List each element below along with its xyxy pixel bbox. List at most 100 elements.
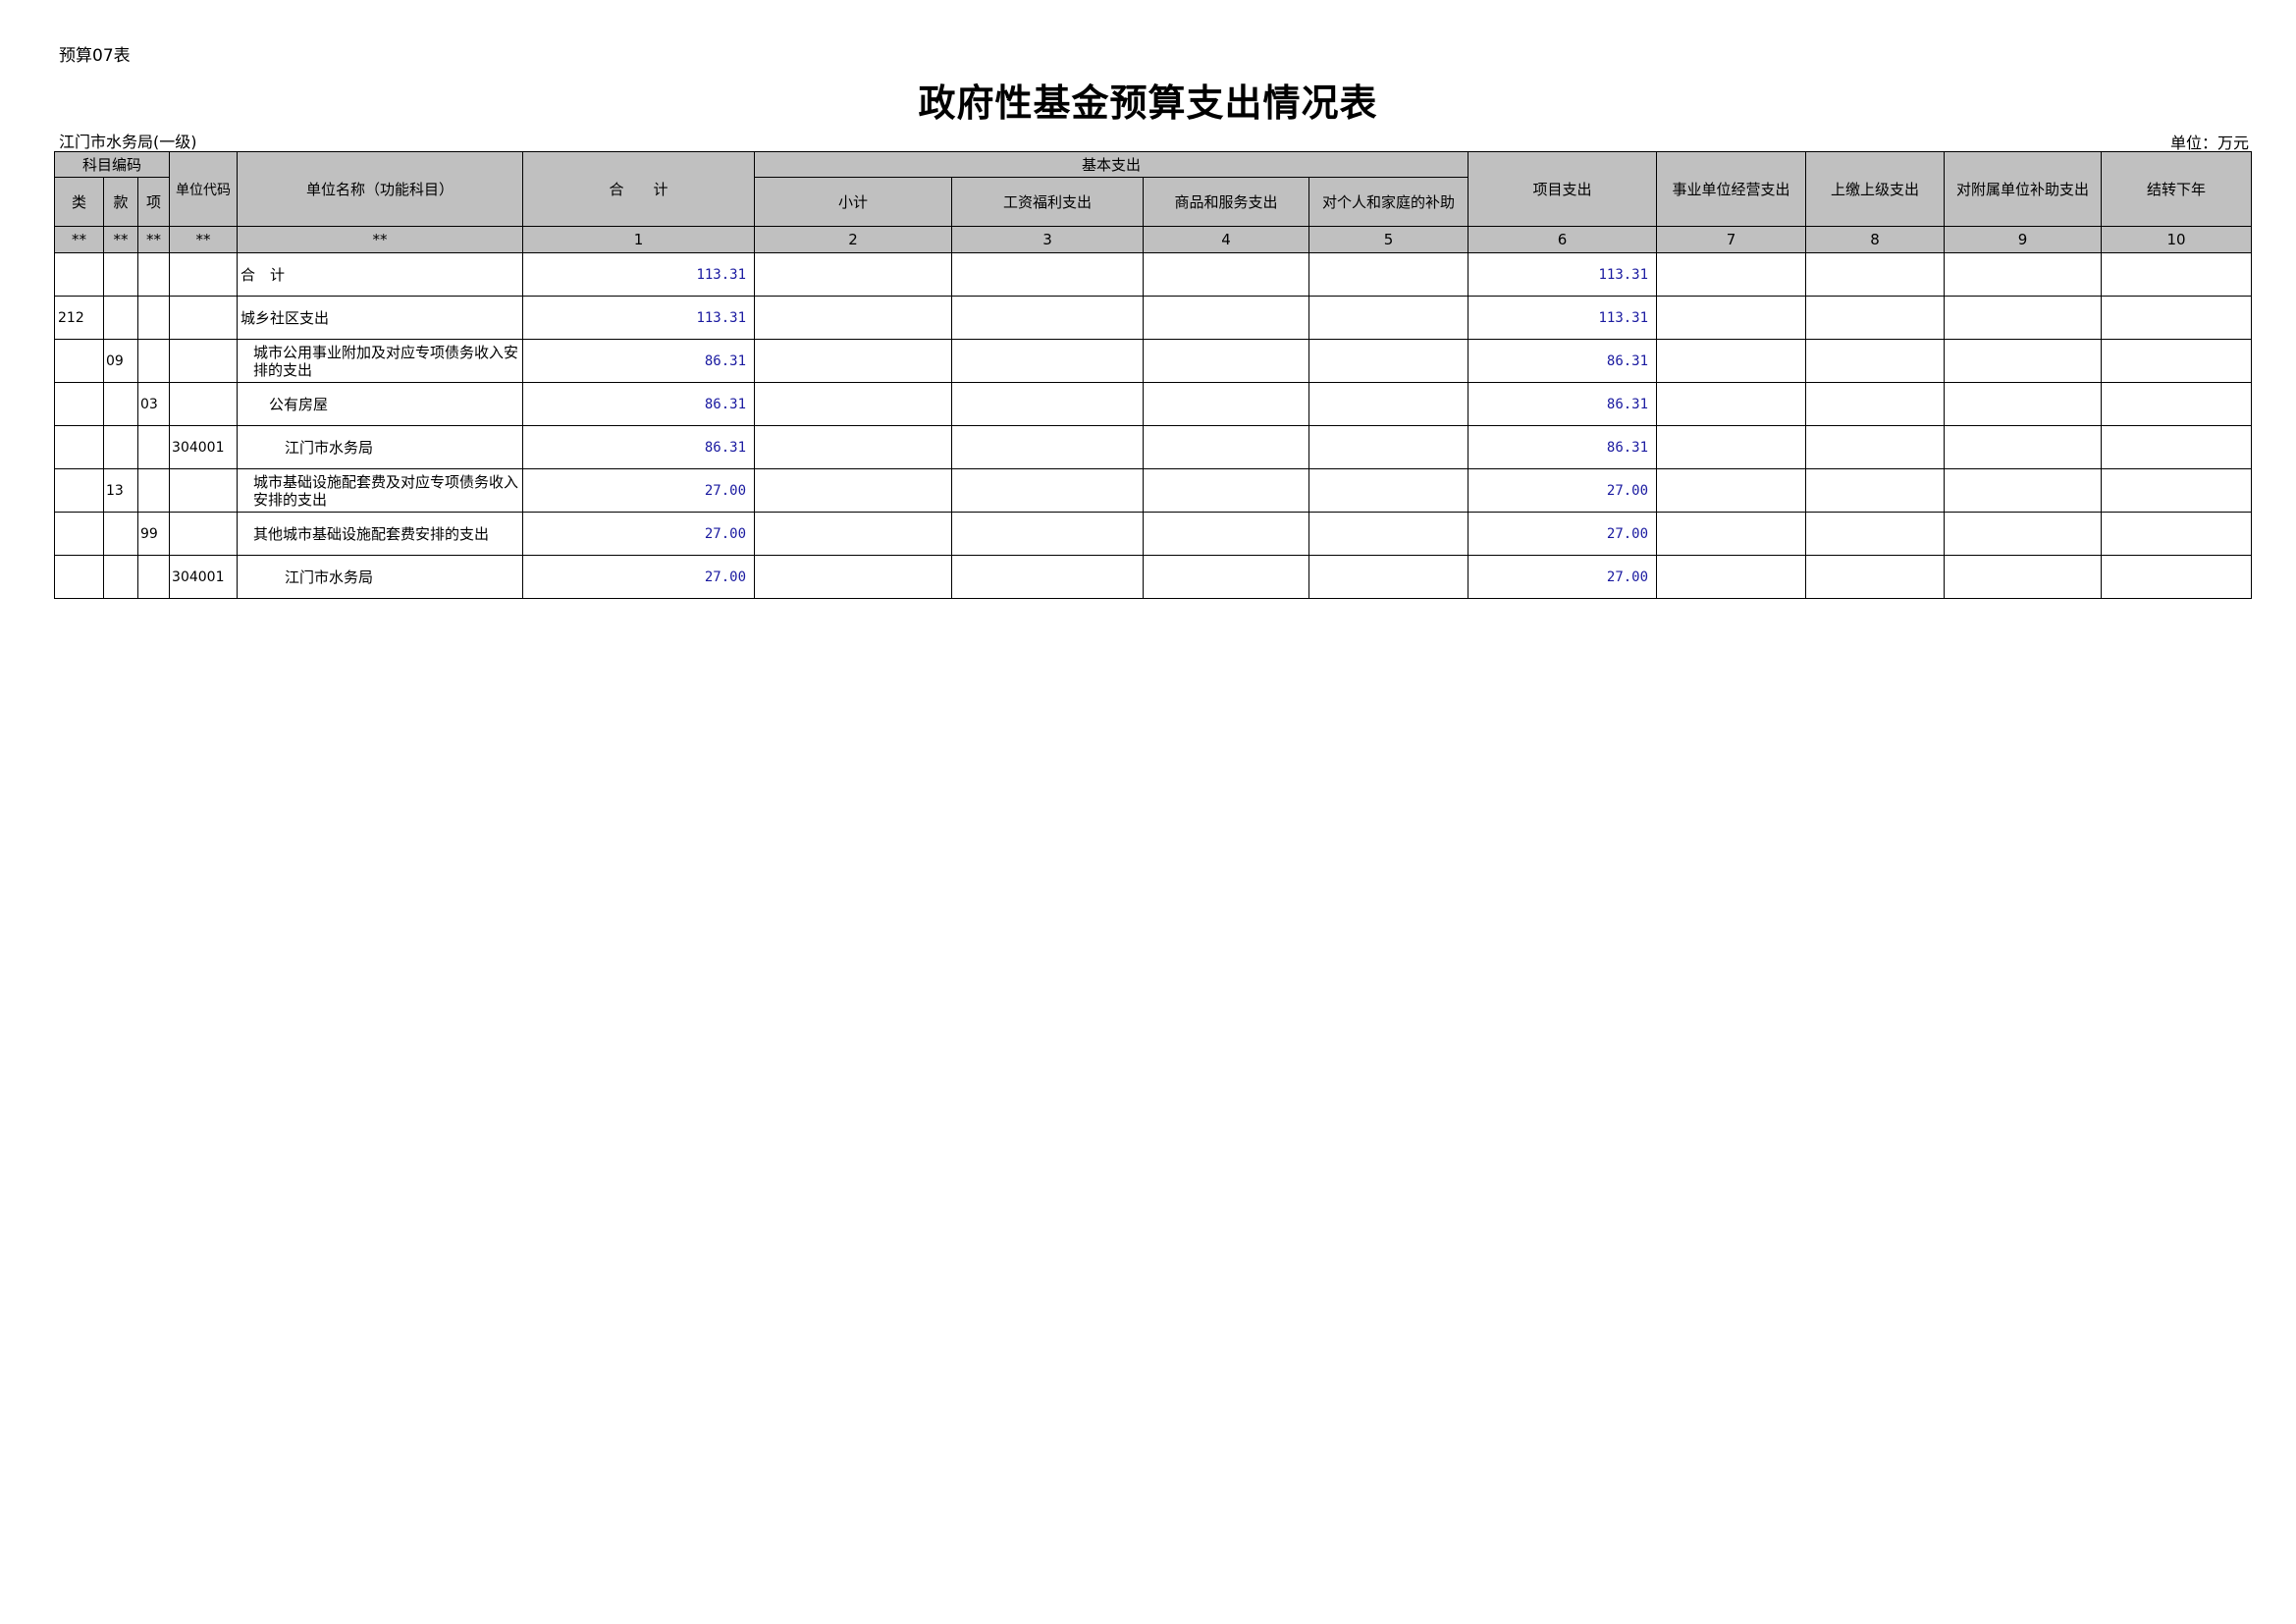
empty-cell xyxy=(1805,382,1946,426)
kuan-cell xyxy=(103,252,138,297)
xiang-cell xyxy=(136,468,171,513)
index-cell: 6 xyxy=(1468,226,1658,253)
empty-cell xyxy=(754,252,953,297)
kuan-cell: 09 xyxy=(103,339,138,383)
empty-cell xyxy=(1308,555,1469,599)
empty-cell xyxy=(1656,382,1807,426)
project-cell: 113.31 xyxy=(1468,252,1658,297)
empty-cell xyxy=(1143,339,1310,383)
empty-cell xyxy=(1805,512,1946,556)
index-cell: 9 xyxy=(1944,226,2103,253)
empty-cell xyxy=(1308,425,1469,469)
header-salary: 工资福利支出 xyxy=(951,177,1145,227)
empty-cell xyxy=(2101,468,2253,513)
project-cell: 27.00 xyxy=(1468,512,1658,556)
table-row: 13 城市基础设施配套费及对应专项债务收入安排的支出 27.00 27.00 xyxy=(54,468,2253,513)
unit-name-cell: 江门市水务局 xyxy=(237,555,524,599)
empty-cell xyxy=(951,468,1145,513)
lei-cell xyxy=(54,555,104,599)
index-cell: 7 xyxy=(1656,226,1807,253)
empty-cell xyxy=(1656,555,1807,599)
lei-cell xyxy=(54,512,104,556)
empty-cell xyxy=(1805,468,1946,513)
header-xiang: 项 xyxy=(136,177,171,227)
empty-cell xyxy=(754,468,953,513)
header-project: 项目支出 xyxy=(1468,151,1658,227)
empty-cell xyxy=(1944,252,2103,297)
empty-cell xyxy=(1308,468,1469,513)
empty-cell xyxy=(1656,339,1807,383)
xiang-cell: 99 xyxy=(136,512,171,556)
empty-cell xyxy=(1944,296,2103,340)
empty-cell xyxy=(951,296,1145,340)
empty-cell xyxy=(1944,555,2103,599)
empty-cell xyxy=(754,339,953,383)
empty-cell xyxy=(2101,512,2253,556)
empty-cell xyxy=(1308,252,1469,297)
empty-cell xyxy=(1944,468,2103,513)
empty-cell xyxy=(1308,382,1469,426)
empty-cell xyxy=(951,382,1145,426)
empty-cell xyxy=(1308,296,1469,340)
empty-cell xyxy=(1944,339,2103,383)
unit-name-cell: 公有房屋 xyxy=(237,382,524,426)
project-cell: 86.31 xyxy=(1468,339,1658,383)
lei-cell xyxy=(54,339,104,383)
unit-code-cell xyxy=(169,252,239,297)
total-cell: 113.31 xyxy=(522,252,756,297)
empty-cell xyxy=(1944,512,2103,556)
unit-code-cell: 304001 xyxy=(169,425,239,469)
total-cell: 86.31 xyxy=(522,339,756,383)
xiang-cell xyxy=(136,555,171,599)
table-row: 03 公有房屋 86.31 86.31 xyxy=(54,382,2253,426)
index-cell: ** xyxy=(169,226,239,253)
xiang-cell xyxy=(136,339,171,383)
empty-cell xyxy=(1143,296,1310,340)
index-cell: ** xyxy=(103,226,138,253)
kuan-cell xyxy=(103,296,138,340)
empty-cell xyxy=(754,382,953,426)
header-upper: 上缴上级支出 xyxy=(1805,151,1946,227)
header-carry: 结转下年 xyxy=(2101,151,2253,227)
xiang-cell xyxy=(136,425,171,469)
unit-label: 单位：万元 xyxy=(2169,134,2249,152)
empty-cell xyxy=(1143,555,1310,599)
header-personal: 对个人和家庭的补助 xyxy=(1308,177,1469,227)
unit-name-cell: 城乡社区支出 xyxy=(237,296,524,340)
empty-cell xyxy=(754,296,953,340)
unit-name-cell: 城市公用事业附加及对应专项债务收入安排的支出 xyxy=(237,339,524,383)
unit-code-cell xyxy=(169,339,239,383)
unit-name-cell: 江门市水务局 xyxy=(237,425,524,469)
unit-name-cell: 城市基础设施配套费及对应专项债务收入安排的支出 xyxy=(237,468,524,513)
kuan-cell xyxy=(103,425,138,469)
header-lei: 类 xyxy=(54,177,104,227)
header-total: 合 计 xyxy=(522,151,756,227)
empty-cell xyxy=(2101,425,2253,469)
empty-cell xyxy=(1656,468,1807,513)
empty-cell xyxy=(1656,512,1807,556)
header-unit-name: 单位名称（功能科目） xyxy=(237,151,524,227)
project-cell: 86.31 xyxy=(1468,425,1658,469)
index-row: ** ** ** ** ** 1 2 3 4 5 6 7 8 9 10 xyxy=(54,226,2253,253)
empty-cell xyxy=(1805,339,1946,383)
unit-code-cell xyxy=(169,296,239,340)
total-cell: 86.31 xyxy=(522,382,756,426)
project-cell: 86.31 xyxy=(1468,382,1658,426)
table-row: 合 计 113.31 113.31 xyxy=(54,252,2253,297)
kuan-cell xyxy=(103,512,138,556)
header-business: 事业单位经营支出 xyxy=(1656,151,1807,227)
empty-cell xyxy=(754,425,953,469)
empty-cell xyxy=(1805,425,1946,469)
table-row: 304001 江门市水务局 27.00 27.00 xyxy=(54,555,2253,599)
index-cell: 4 xyxy=(1143,226,1310,253)
form-code: 预算07表 xyxy=(59,46,131,66)
total-cell: 27.00 xyxy=(522,468,756,513)
header-subtotal: 小计 xyxy=(754,177,953,227)
unit-code-cell xyxy=(169,382,239,426)
index-cell: ** xyxy=(136,226,171,253)
project-cell: 27.00 xyxy=(1468,468,1658,513)
page-title: 政府性基金预算支出情况表 xyxy=(918,81,1378,125)
index-cell: ** xyxy=(237,226,524,253)
index-cell: ** xyxy=(54,226,104,253)
empty-cell xyxy=(1308,339,1469,383)
